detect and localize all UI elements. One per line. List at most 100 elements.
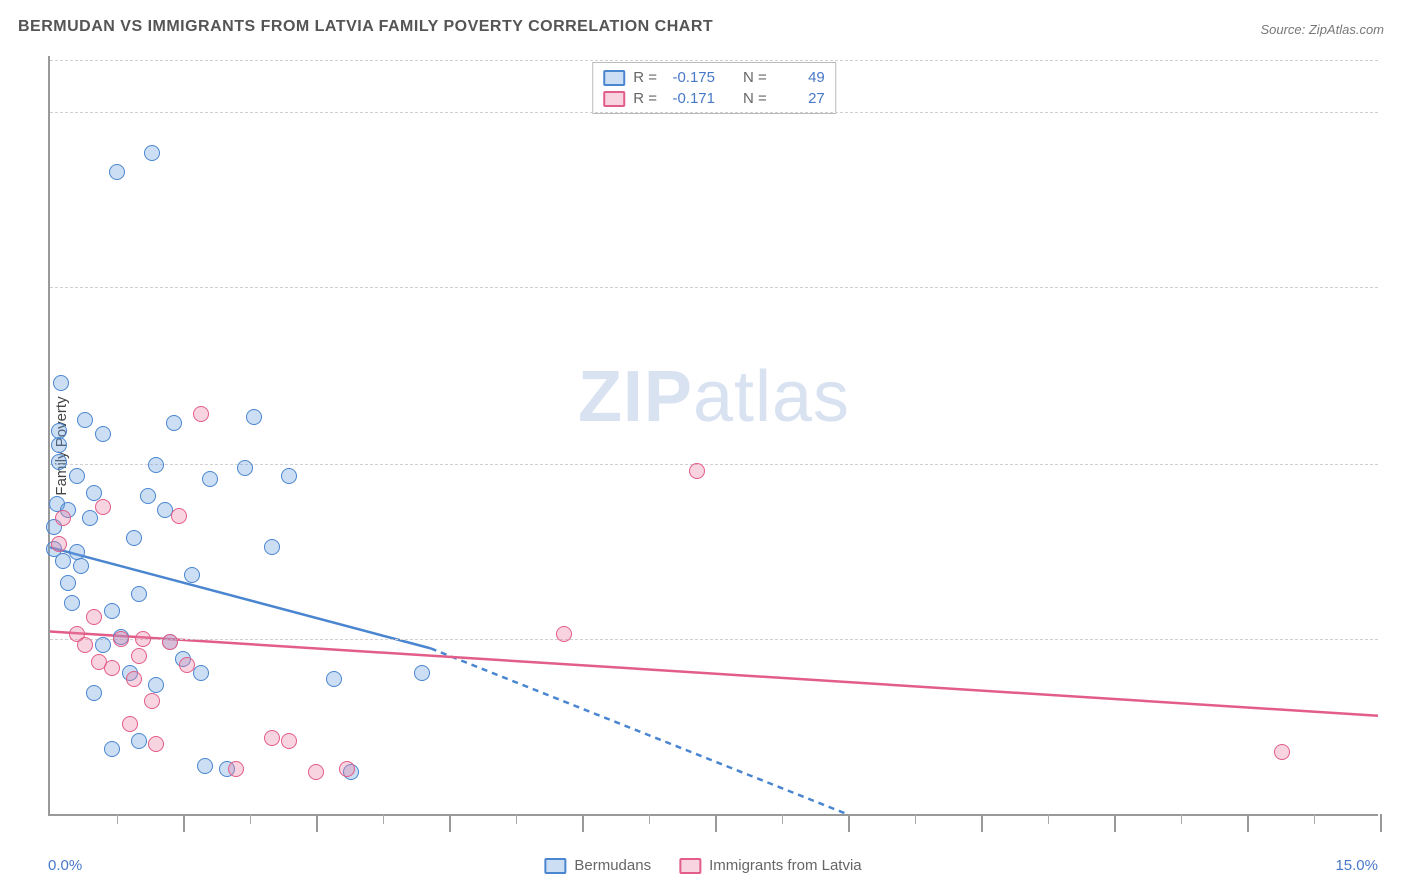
source-attribution: Source: ZipAtlas.com xyxy=(1260,22,1384,37)
legend-n-value: 49 xyxy=(775,69,825,86)
x-tick-minor xyxy=(1181,814,1182,824)
gridline xyxy=(50,639,1378,640)
data-point-latvia xyxy=(193,406,209,422)
data-point-latvia xyxy=(556,626,572,642)
x-tick-minor xyxy=(250,814,251,824)
x-tick-minor xyxy=(1048,814,1049,824)
y-tick-label: 6.3% xyxy=(1388,630,1406,647)
x-axis-max-label: 15.0% xyxy=(1335,857,1378,874)
x-tick-major xyxy=(981,814,983,832)
data-point-bermudans xyxy=(281,468,297,484)
data-point-bermudans xyxy=(95,426,111,442)
trendlines-layer xyxy=(50,56,1378,814)
data-point-bermudans xyxy=(109,164,125,180)
data-point-latvia xyxy=(264,730,280,746)
data-point-bermudans xyxy=(77,412,93,428)
data-point-bermudans xyxy=(73,558,89,574)
x-tick-minor xyxy=(915,814,916,824)
series-legend-label: Bermudans xyxy=(574,857,651,874)
data-point-bermudans xyxy=(51,454,67,470)
data-point-bermudans xyxy=(126,530,142,546)
data-point-bermudans xyxy=(95,637,111,653)
data-point-bermudans xyxy=(246,409,262,425)
legend-swatch-latvia xyxy=(679,858,701,874)
x-tick-major xyxy=(1380,814,1382,832)
data-point-latvia xyxy=(1274,744,1290,760)
data-point-bermudans xyxy=(197,758,213,774)
data-point-bermudans xyxy=(184,567,200,583)
y-tick-label: 18.8% xyxy=(1388,278,1406,295)
data-point-bermudans xyxy=(144,145,160,161)
chart-title: BERMUDAN VS IMMIGRANTS FROM LATVIA FAMIL… xyxy=(18,18,713,36)
legend-r-label: R = xyxy=(633,90,657,107)
data-point-latvia xyxy=(144,693,160,709)
legend-swatch-bermudans xyxy=(603,70,625,86)
series-legend-item-bermudans: Bermudans xyxy=(544,857,651,874)
x-tick-minor xyxy=(117,814,118,824)
data-point-latvia xyxy=(55,510,71,526)
legend-r-value: -0.175 xyxy=(665,69,715,86)
x-tick-major xyxy=(316,814,318,832)
data-point-latvia xyxy=(148,736,164,752)
data-point-latvia xyxy=(162,634,178,650)
legend-r-value: -0.171 xyxy=(665,90,715,107)
x-tick-major xyxy=(1114,814,1116,832)
gridline xyxy=(50,60,1378,61)
x-tick-major xyxy=(848,814,850,832)
data-point-bermudans xyxy=(51,437,67,453)
data-point-bermudans xyxy=(82,510,98,526)
data-point-bermudans xyxy=(148,677,164,693)
data-point-bermudans xyxy=(69,468,85,484)
data-point-latvia xyxy=(308,764,324,780)
gridline xyxy=(50,287,1378,288)
data-point-bermudans xyxy=(202,471,218,487)
data-point-bermudans xyxy=(140,488,156,504)
series-legend: Bermudans Immigrants from Latvia xyxy=(544,857,861,874)
legend-r-label: R = xyxy=(633,69,657,86)
chart-container: BERMUDAN VS IMMIGRANTS FROM LATVIA FAMIL… xyxy=(0,0,1406,892)
data-point-bermudans xyxy=(264,539,280,555)
data-point-bermudans xyxy=(53,375,69,391)
data-point-bermudans xyxy=(131,586,147,602)
x-tick-minor xyxy=(516,814,517,824)
x-tick-major xyxy=(183,814,185,832)
data-point-latvia xyxy=(171,508,187,524)
x-tick-minor xyxy=(649,814,650,824)
x-tick-major xyxy=(715,814,717,832)
series-legend-item-latvia: Immigrants from Latvia xyxy=(679,857,862,874)
legend-swatch-bermudans xyxy=(544,858,566,874)
series-legend-label: Immigrants from Latvia xyxy=(709,857,862,874)
x-tick-major xyxy=(582,814,584,832)
data-point-latvia xyxy=(77,637,93,653)
data-point-latvia xyxy=(104,660,120,676)
legend-n-label: N = xyxy=(743,90,767,107)
data-point-bermudans xyxy=(60,575,76,591)
data-point-bermudans xyxy=(64,595,80,611)
data-point-latvia xyxy=(179,657,195,673)
data-point-bermudans xyxy=(166,415,182,431)
plot-area: ZIPatlas R =-0.175N =49R =-0.171N =27 6.… xyxy=(48,56,1378,816)
corr-legend-row-bermudans: R = -0.175 N = 49 xyxy=(603,67,825,88)
y-tick-label: 12.5% xyxy=(1388,456,1406,473)
data-point-latvia xyxy=(281,733,297,749)
trendline-latvia xyxy=(50,632,1378,716)
x-axis-min-label: 0.0% xyxy=(48,857,82,874)
watermark-rest: atlas xyxy=(693,357,850,437)
watermark: ZIPatlas xyxy=(578,356,850,438)
x-tick-minor xyxy=(383,814,384,824)
data-point-latvia xyxy=(689,463,705,479)
data-point-latvia xyxy=(95,499,111,515)
data-point-latvia xyxy=(51,536,67,552)
data-point-latvia xyxy=(135,631,151,647)
legend-swatch-latvia xyxy=(603,91,625,107)
legend-n-label: N = xyxy=(743,69,767,86)
data-point-bermudans xyxy=(326,671,342,687)
data-point-bermudans xyxy=(86,685,102,701)
data-point-latvia xyxy=(228,761,244,777)
data-point-bermudans xyxy=(131,733,147,749)
x-tick-minor xyxy=(1314,814,1315,824)
correlation-legend: R =-0.175N =49R =-0.171N =27 xyxy=(592,62,836,114)
y-tick-label: 25.0% xyxy=(1388,104,1406,121)
gridline xyxy=(50,112,1378,113)
data-point-bermudans xyxy=(237,460,253,476)
